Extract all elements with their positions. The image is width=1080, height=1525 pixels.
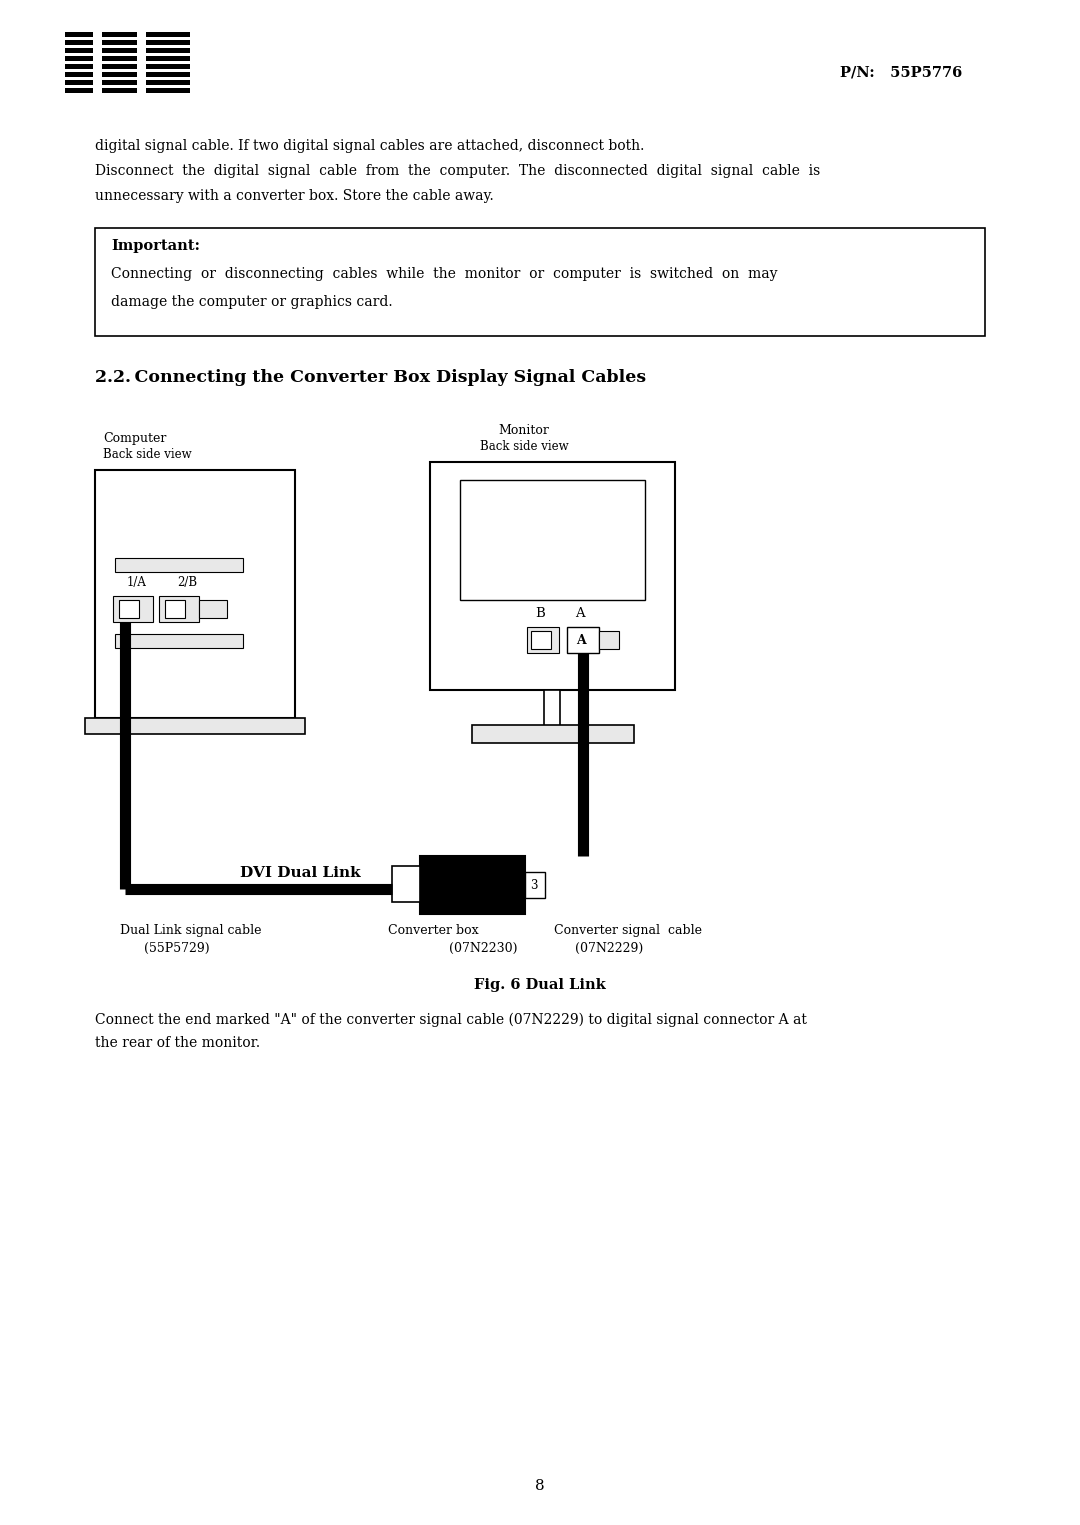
Text: Back side view: Back side view	[480, 441, 569, 453]
Bar	[102, 40, 137, 46]
Text: Back side view: Back side view	[103, 448, 191, 461]
Bar	[102, 88, 137, 93]
Bar	[114, 558, 243, 572]
Text: Important:: Important:	[111, 239, 200, 253]
Bar	[102, 47, 137, 53]
Bar	[102, 56, 137, 61]
Bar	[95, 229, 985, 336]
Text: DVI Dual Link: DVI Dual Link	[240, 866, 361, 880]
Text: B: B	[535, 607, 544, 621]
Text: P/N:   55P5776: P/N: 55P5776	[840, 66, 962, 79]
Bar	[392, 866, 420, 901]
Text: Converter box: Converter box	[388, 924, 478, 936]
Text: 1/A: 1/A	[127, 576, 147, 589]
Bar	[102, 79, 137, 85]
Text: Connect the end marked "A" of the converter signal cable (07N2229) to digital si: Connect the end marked "A" of the conver…	[95, 1013, 807, 1026]
Bar	[531, 631, 551, 650]
Text: (07N2229): (07N2229)	[575, 942, 644, 955]
Bar	[199, 599, 227, 618]
Text: 2/B: 2/B	[177, 576, 198, 589]
Bar	[146, 32, 190, 37]
Text: unnecessary with a converter box. Store the cable away.: unnecessary with a converter box. Store …	[95, 189, 494, 203]
Bar	[146, 40, 190, 46]
Text: (55P5729): (55P5729)	[144, 942, 210, 955]
Bar	[146, 88, 190, 93]
Bar	[146, 47, 190, 53]
Bar	[102, 64, 137, 69]
Bar	[430, 462, 675, 689]
Bar	[65, 79, 93, 85]
Bar	[146, 79, 190, 85]
Bar	[146, 72, 190, 76]
Bar	[65, 56, 93, 61]
Text: 8: 8	[536, 1479, 544, 1493]
Bar	[599, 631, 619, 650]
Text: Converter signal  cable: Converter signal cable	[554, 924, 702, 936]
Bar	[165, 599, 185, 618]
Bar	[95, 470, 295, 718]
Bar	[525, 872, 545, 898]
Bar	[527, 627, 559, 653]
Text: Dual Link signal cable: Dual Link signal cable	[120, 924, 261, 936]
Bar	[472, 724, 634, 743]
Text: digital signal cable. If two digital signal cables are attached, disconnect both: digital signal cable. If two digital sig…	[95, 139, 645, 153]
Bar	[146, 56, 190, 61]
Text: 3: 3	[530, 878, 538, 892]
Text: Fig. 6 Dual Link: Fig. 6 Dual Link	[474, 978, 606, 991]
Bar	[85, 718, 305, 734]
Bar	[102, 72, 137, 76]
Text: (07N2230): (07N2230)	[449, 942, 517, 955]
Text: Monitor: Monitor	[498, 424, 549, 438]
Bar	[420, 856, 525, 913]
Bar	[65, 32, 93, 37]
Bar	[544, 689, 561, 727]
Text: Disconnect  the  digital  signal  cable  from  the  computer.  The  disconnected: Disconnect the digital signal cable from…	[95, 165, 820, 178]
Bar	[113, 596, 153, 622]
Text: A: A	[576, 634, 585, 647]
Text: Computer: Computer	[103, 432, 166, 445]
Text: A: A	[575, 607, 584, 621]
Bar	[65, 72, 93, 76]
Text: the rear of the monitor.: the rear of the monitor.	[95, 1035, 260, 1051]
Bar	[65, 88, 93, 93]
Bar	[119, 599, 139, 618]
Bar	[102, 32, 137, 37]
Bar	[65, 40, 93, 46]
Bar	[460, 480, 645, 599]
Text: 2.2. Connecting the Converter Box Display Signal Cables: 2.2. Connecting the Converter Box Displa…	[95, 369, 646, 386]
Text: Connecting  or  disconnecting  cables  while  the  monitor  or  computer  is  sw: Connecting or disconnecting cables while…	[111, 267, 778, 281]
Bar	[65, 64, 93, 69]
Bar	[114, 634, 243, 648]
Bar	[159, 596, 199, 622]
Bar	[146, 64, 190, 69]
Bar	[567, 627, 599, 653]
Bar	[65, 47, 93, 53]
Text: damage the computer or graphics card.: damage the computer or graphics card.	[111, 294, 393, 310]
